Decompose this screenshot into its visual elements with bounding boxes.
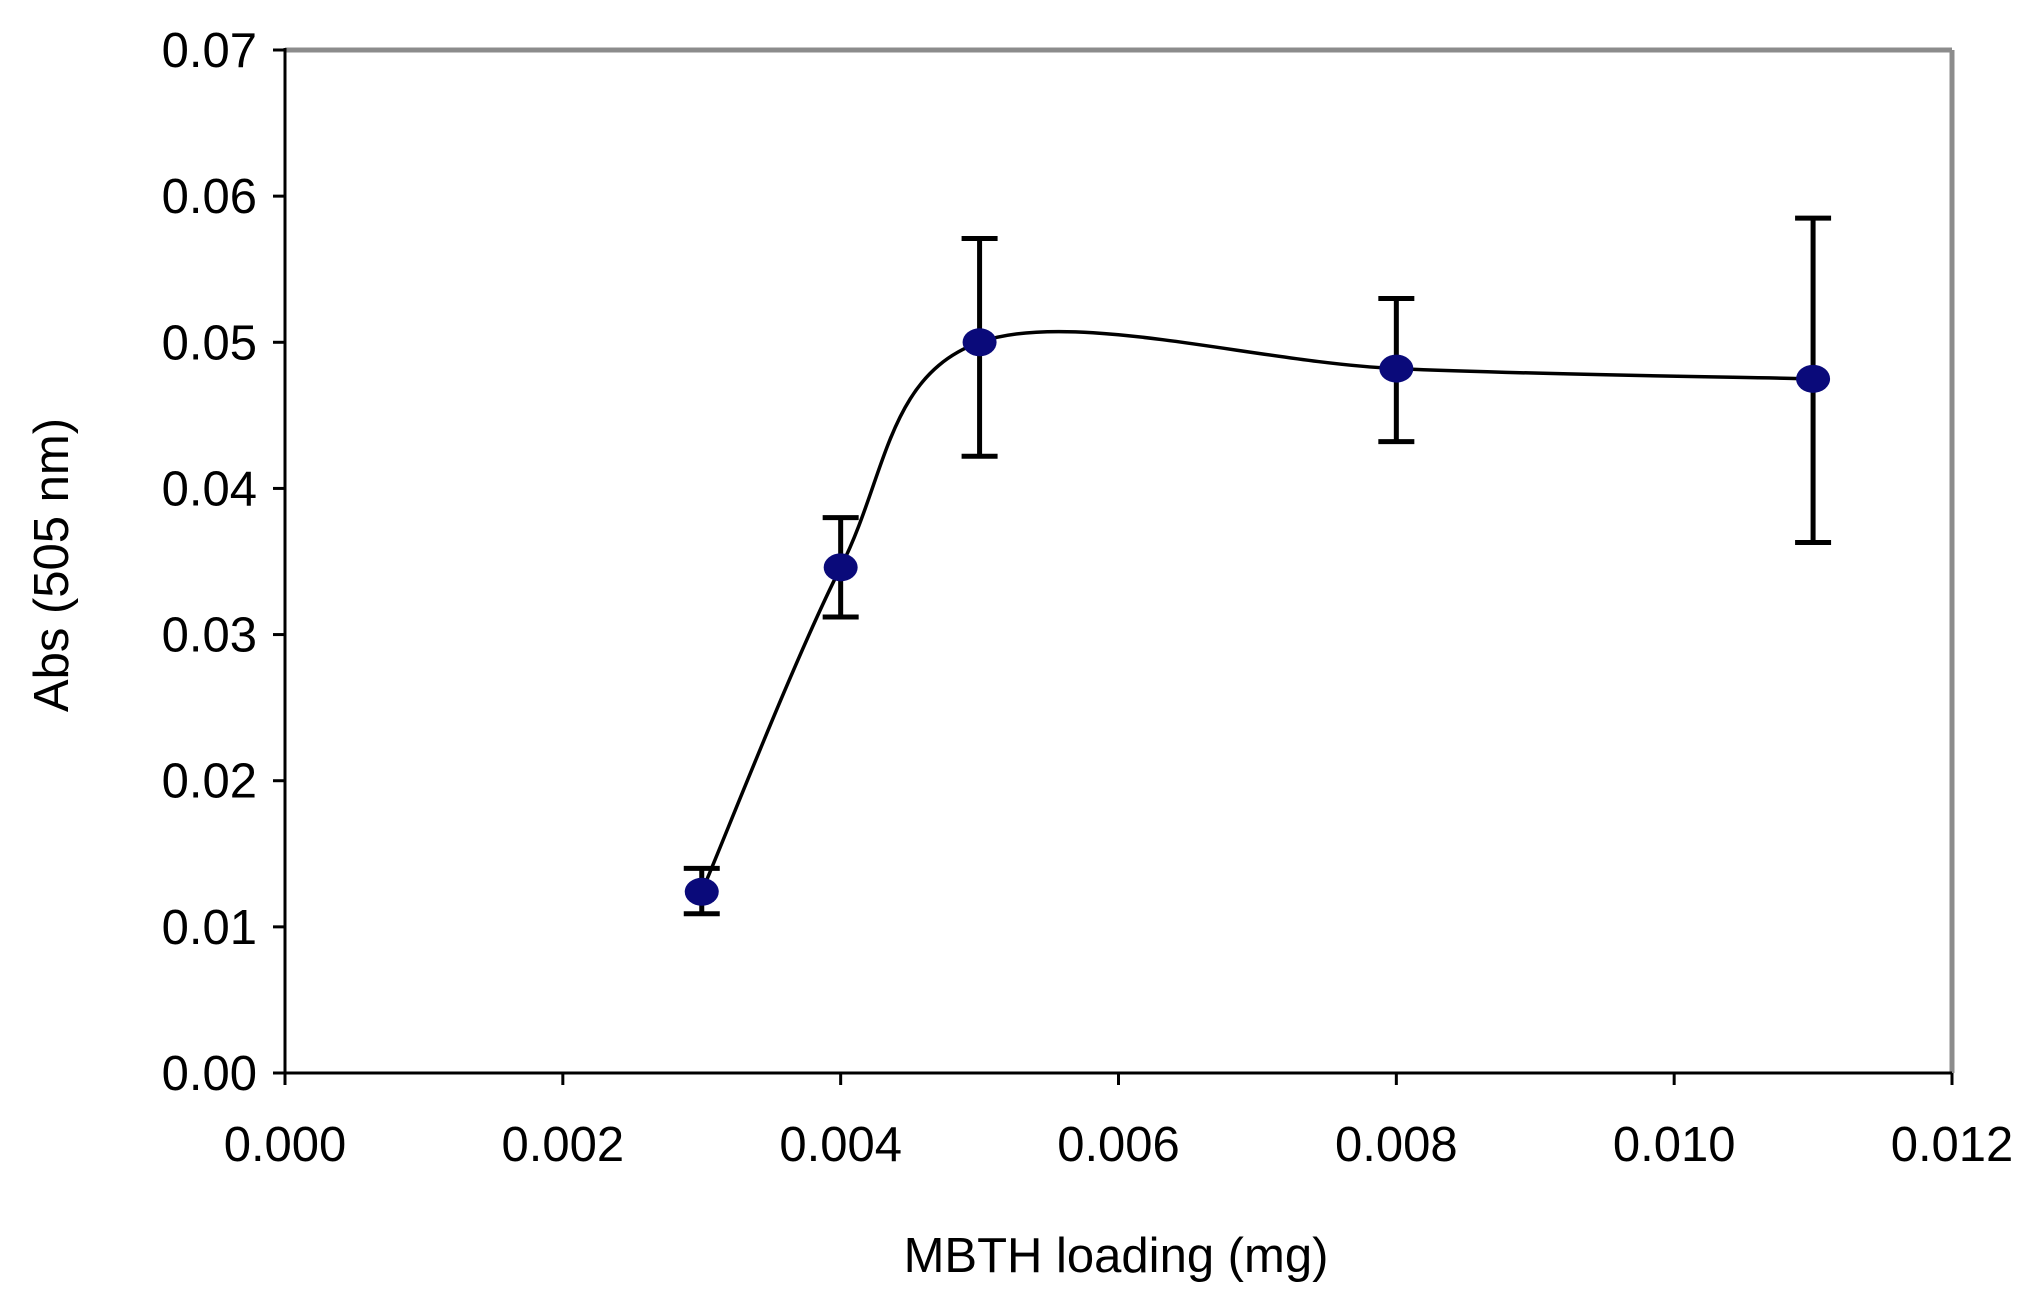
x-tick-label: 0.002 (502, 1118, 625, 1172)
data-point (1796, 364, 1831, 393)
y-axis-title: Abs (505 nm) (25, 418, 79, 712)
y-tick-label: 0.01 (162, 901, 257, 955)
x-tick-label: 0.008 (1335, 1118, 1458, 1172)
data-point (823, 553, 858, 582)
x-tick-label: 0.004 (779, 1118, 902, 1172)
smoothed-trend-line (700, 329, 1814, 893)
data-point (1379, 354, 1414, 383)
y-tick-label: 0.00 (162, 1047, 257, 1101)
x-tick-label: 0.010 (1613, 1118, 1736, 1172)
y-tick-label: 0.07 (162, 24, 257, 78)
y-tick-label: 0.06 (162, 170, 257, 224)
y-tick-label: 0.05 (162, 316, 257, 370)
data-point (684, 877, 719, 906)
data-point (962, 328, 997, 357)
y-tick-label: 0.02 (162, 755, 257, 809)
x-tick-label: 0.000 (224, 1118, 347, 1172)
y-tick-label: 0.03 (162, 609, 257, 663)
x-tick-label: 0.012 (1891, 1118, 2014, 1172)
y-tick-label: 0.04 (162, 462, 257, 516)
x-tick-label: 0.006 (1057, 1118, 1180, 1172)
x-axis-title: MBTH loading (mg) (904, 1229, 1329, 1283)
